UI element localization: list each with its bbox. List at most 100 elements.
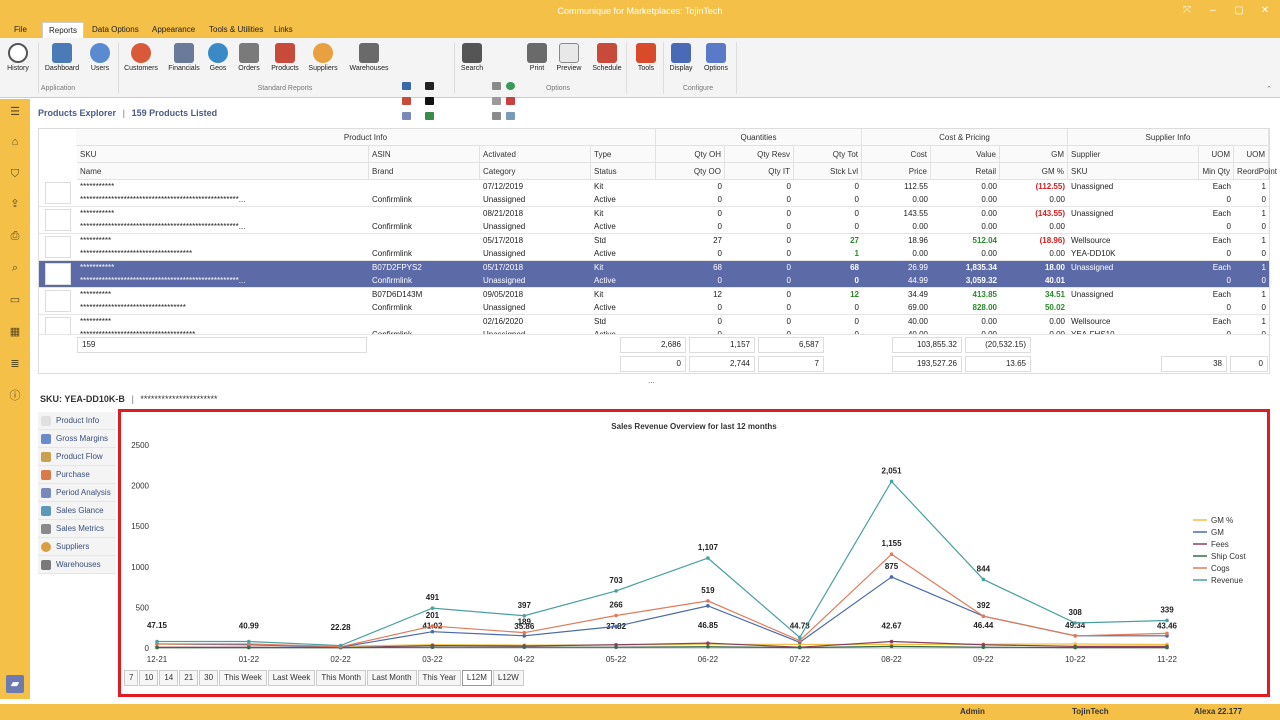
hamburger-menu-icon[interactable]: ☰ bbox=[10, 106, 20, 118]
menu-reports[interactable]: Reports bbox=[42, 22, 85, 38]
folder-icon[interactable] bbox=[506, 112, 515, 120]
search-doc-icon[interactable]: ⌕ bbox=[11, 262, 19, 274]
period-tab[interactable]: 14 bbox=[159, 670, 179, 686]
tools-button[interactable]: Tools bbox=[626, 40, 666, 84]
preview-button[interactable]: Preview bbox=[549, 40, 589, 84]
column-header[interactable]: Qty OH bbox=[656, 146, 725, 163]
column-header[interactable]: Stck Lvl bbox=[794, 163, 862, 180]
grid-icon[interactable] bbox=[425, 112, 434, 120]
menu-data-options[interactable]: Data Options bbox=[92, 25, 139, 34]
export-icon[interactable]: ⇪ bbox=[10, 198, 20, 210]
table-row[interactable]: ********** 05/17/2018 Std 27 0 27 18.96 512.04 (… bbox=[39, 234, 1269, 261]
side-gross-margins[interactable]: Gross Margins bbox=[38, 430, 116, 448]
print-nav-icon[interactable]: ⎙ bbox=[10, 230, 20, 242]
period-tab[interactable]: L12M bbox=[461, 670, 492, 686]
column-header[interactable]: Type bbox=[591, 146, 656, 163]
column-header[interactable]: Activated bbox=[480, 146, 591, 163]
collapse-ribbon-icon[interactable]: ⌃ bbox=[1266, 86, 1272, 93]
column-header[interactable]: Min Qty bbox=[1199, 163, 1234, 180]
filter-icon[interactable]: ⛉ bbox=[10, 168, 20, 180]
menu-links[interactable]: Links bbox=[274, 25, 293, 34]
column-header[interactable]: Retail bbox=[931, 163, 1000, 180]
table-row[interactable]: ********** 02/16/2020 Std 0 0 0 40.00 0.00 0.00 W… bbox=[39, 315, 1269, 335]
report-icon[interactable] bbox=[402, 112, 411, 120]
side-sales-glance[interactable]: Sales Glance bbox=[38, 502, 116, 520]
refresh-icon[interactable] bbox=[506, 82, 515, 90]
image-icon[interactable]: ▭ bbox=[9, 294, 21, 306]
orders-button[interactable]: Orders bbox=[229, 40, 269, 84]
table-row[interactable]: *********** 08/21/2018 Kit 0 0 0 143.55 0.00 (14… bbox=[39, 207, 1269, 234]
menu-tools-utilities[interactable]: Tools & Utilities bbox=[209, 25, 264, 34]
column-header[interactable]: Supplier bbox=[1068, 146, 1199, 163]
column-header[interactable]: Price bbox=[862, 163, 931, 180]
eraser-icon[interactable] bbox=[506, 97, 515, 105]
period-tab[interactable]: L12W bbox=[492, 670, 524, 686]
column-header[interactable]: Cost bbox=[862, 146, 931, 163]
splitter-handle[interactable]: ... bbox=[648, 376, 655, 385]
side-period-analysis[interactable]: Period Analysis bbox=[38, 484, 116, 502]
side-suppliers[interactable]: Suppliers bbox=[38, 538, 116, 556]
column-header[interactable]: UOM bbox=[1199, 146, 1234, 163]
period-tab[interactable]: 7 bbox=[124, 670, 139, 686]
copy-icon[interactable] bbox=[492, 82, 501, 90]
table-row[interactable]: ********** B07D6D143M 09/05/2018 Kit 12 0 12 34… bbox=[39, 288, 1269, 315]
financials-button[interactable]: Financials bbox=[164, 40, 204, 84]
menu-appearance[interactable]: Appearance bbox=[152, 25, 196, 34]
period-tab[interactable]: Last Month bbox=[366, 670, 417, 686]
restore-layout-icon[interactable]: ⤧ bbox=[1183, 5, 1191, 16]
side-product-flow[interactable]: Product Flow bbox=[38, 448, 116, 466]
column-header[interactable]: Qty Resv bbox=[725, 146, 794, 163]
column-header[interactable]: Qty IT bbox=[725, 163, 794, 180]
truck-icon[interactable] bbox=[402, 82, 411, 90]
column-header[interactable]: Name bbox=[77, 163, 369, 180]
period-tab[interactable]: 30 bbox=[199, 670, 219, 686]
column-header[interactable]: ReordPoint bbox=[1234, 163, 1277, 180]
products-button[interactable]: Products bbox=[265, 40, 305, 84]
side-purchase-orders[interactable]: Purchase Orders bbox=[38, 466, 116, 497]
table-row[interactable]: *********** B07D2FPYS2 05/17/2018 Kit 68 0 68 2… bbox=[39, 261, 1269, 288]
column-header[interactable]: Status bbox=[591, 163, 656, 180]
period-tab[interactable]: This Year bbox=[417, 670, 461, 686]
geos-button[interactable]: Geos bbox=[198, 40, 238, 84]
display-button[interactable]: Display bbox=[661, 40, 701, 84]
warehouses-button[interactable]: Warehouses bbox=[346, 40, 392, 84]
list-icon[interactable]: ≣ bbox=[10, 358, 20, 370]
period-tab[interactable]: 21 bbox=[179, 670, 199, 686]
column-header[interactable]: Brand bbox=[369, 163, 480, 180]
table-row[interactable]: *********** 07/12/2019 Kit 0 0 0 112.55 0.00 (11… bbox=[39, 180, 1269, 207]
period-tab[interactable]: 10 bbox=[139, 670, 159, 686]
amazon-icon[interactable] bbox=[425, 82, 434, 90]
maximize-button[interactable]: ▢ bbox=[1234, 5, 1244, 16]
column-header[interactable]: GM bbox=[1000, 146, 1068, 163]
column-header[interactable]: UOM Qty bbox=[1234, 146, 1269, 176]
period-tab[interactable]: This Month bbox=[316, 670, 366, 686]
menu-file[interactable]: File bbox=[14, 25, 27, 34]
chat-icon[interactable]: ▰ bbox=[6, 675, 24, 693]
side-sales-metrics[interactable]: Sales Metrics bbox=[38, 520, 116, 538]
column-header[interactable]: Qty OO bbox=[656, 163, 725, 180]
amazon-a-icon[interactable] bbox=[425, 97, 434, 105]
column-header[interactable]: GM % bbox=[1000, 163, 1068, 180]
page-icon[interactable] bbox=[492, 97, 501, 105]
users-button[interactable]: Users bbox=[80, 40, 120, 84]
dashboard-button[interactable]: Dashboard bbox=[42, 40, 82, 84]
column-header[interactable]: Value bbox=[931, 146, 1000, 163]
search-button[interactable]: Search bbox=[452, 40, 492, 84]
print-button[interactable]: Print bbox=[517, 40, 557, 84]
column-header[interactable]: SKU bbox=[77, 146, 369, 163]
warehouse-nav-icon[interactable]: ⌂ bbox=[11, 136, 19, 148]
customers-button[interactable]: Customers bbox=[121, 40, 161, 84]
side-warehouses[interactable]: Warehouses bbox=[38, 556, 116, 574]
column-header[interactable]: ASIN bbox=[369, 146, 480, 163]
options-button[interactable]: Options bbox=[696, 40, 736, 84]
history-button[interactable]: History bbox=[0, 40, 38, 84]
column-header[interactable]: SKU bbox=[1068, 163, 1199, 180]
column-header[interactable]: Qty Tot bbox=[794, 146, 862, 163]
close-button[interactable]: ✕ bbox=[1260, 5, 1270, 16]
column-header[interactable]: Category bbox=[480, 163, 591, 180]
period-tab[interactable]: Last Week bbox=[267, 670, 316, 686]
minimize-button[interactable]: – bbox=[1210, 5, 1216, 16]
table-icon[interactable] bbox=[492, 112, 501, 120]
schedule-button[interactable]: Schedule bbox=[587, 40, 627, 84]
side-product-info[interactable]: Product Info bbox=[38, 412, 116, 430]
